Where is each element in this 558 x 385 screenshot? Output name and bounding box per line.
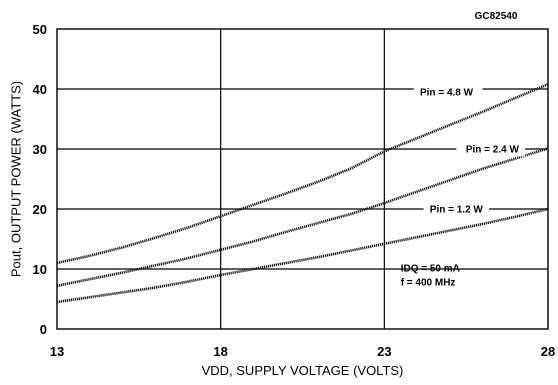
series-label: Pin = 2.4 W (466, 144, 520, 155)
series-line (56, 83, 549, 265)
x-tick-label: 28 (541, 344, 555, 359)
grid (57, 29, 548, 329)
annotation-text: IDQ = 50 mA (401, 263, 460, 274)
y-axis-ticks: 0 10 20 30 40 50 (33, 22, 47, 337)
y-tick-label: 40 (33, 82, 47, 97)
annotation-text: f = 400 MHz (401, 277, 456, 288)
x-tick-label: 13 (50, 344, 64, 359)
x-axis-title: VDD, SUPPLY VOLTAGE (VOLTS) (202, 363, 404, 378)
x-tick-label: 23 (377, 344, 391, 359)
y-tick-label: 50 (33, 22, 47, 37)
series-line (56, 207, 549, 304)
series-label-background (413, 83, 483, 100)
y-tick-label: 10 (33, 262, 47, 277)
x-tick-label: 18 (213, 344, 227, 359)
plot-frame (56, 28, 549, 330)
y-axis-title: Pout, OUTPUT POWER (WATTS) (8, 81, 23, 277)
x-axis-ticks: 13 18 23 28 (50, 344, 555, 359)
y-tick-label: 0 (40, 322, 47, 337)
figure-code: GC82540 (475, 11, 518, 22)
annotations: IDQ = 50 mA f = 400 MHz (401, 263, 460, 288)
series-label-background (423, 200, 490, 217)
series-line (56, 147, 549, 288)
series-label: Pin = 1.2 W (430, 204, 484, 215)
series-label: Pin = 4.8 W (420, 87, 474, 98)
y-tick-label: 20 (33, 202, 47, 217)
y-tick-label: 30 (33, 142, 47, 157)
series-label-background (456, 140, 526, 157)
series-layer: Pin = 4.8 W Pin = 2.4 W Pin = 1.2 W (56, 83, 549, 304)
